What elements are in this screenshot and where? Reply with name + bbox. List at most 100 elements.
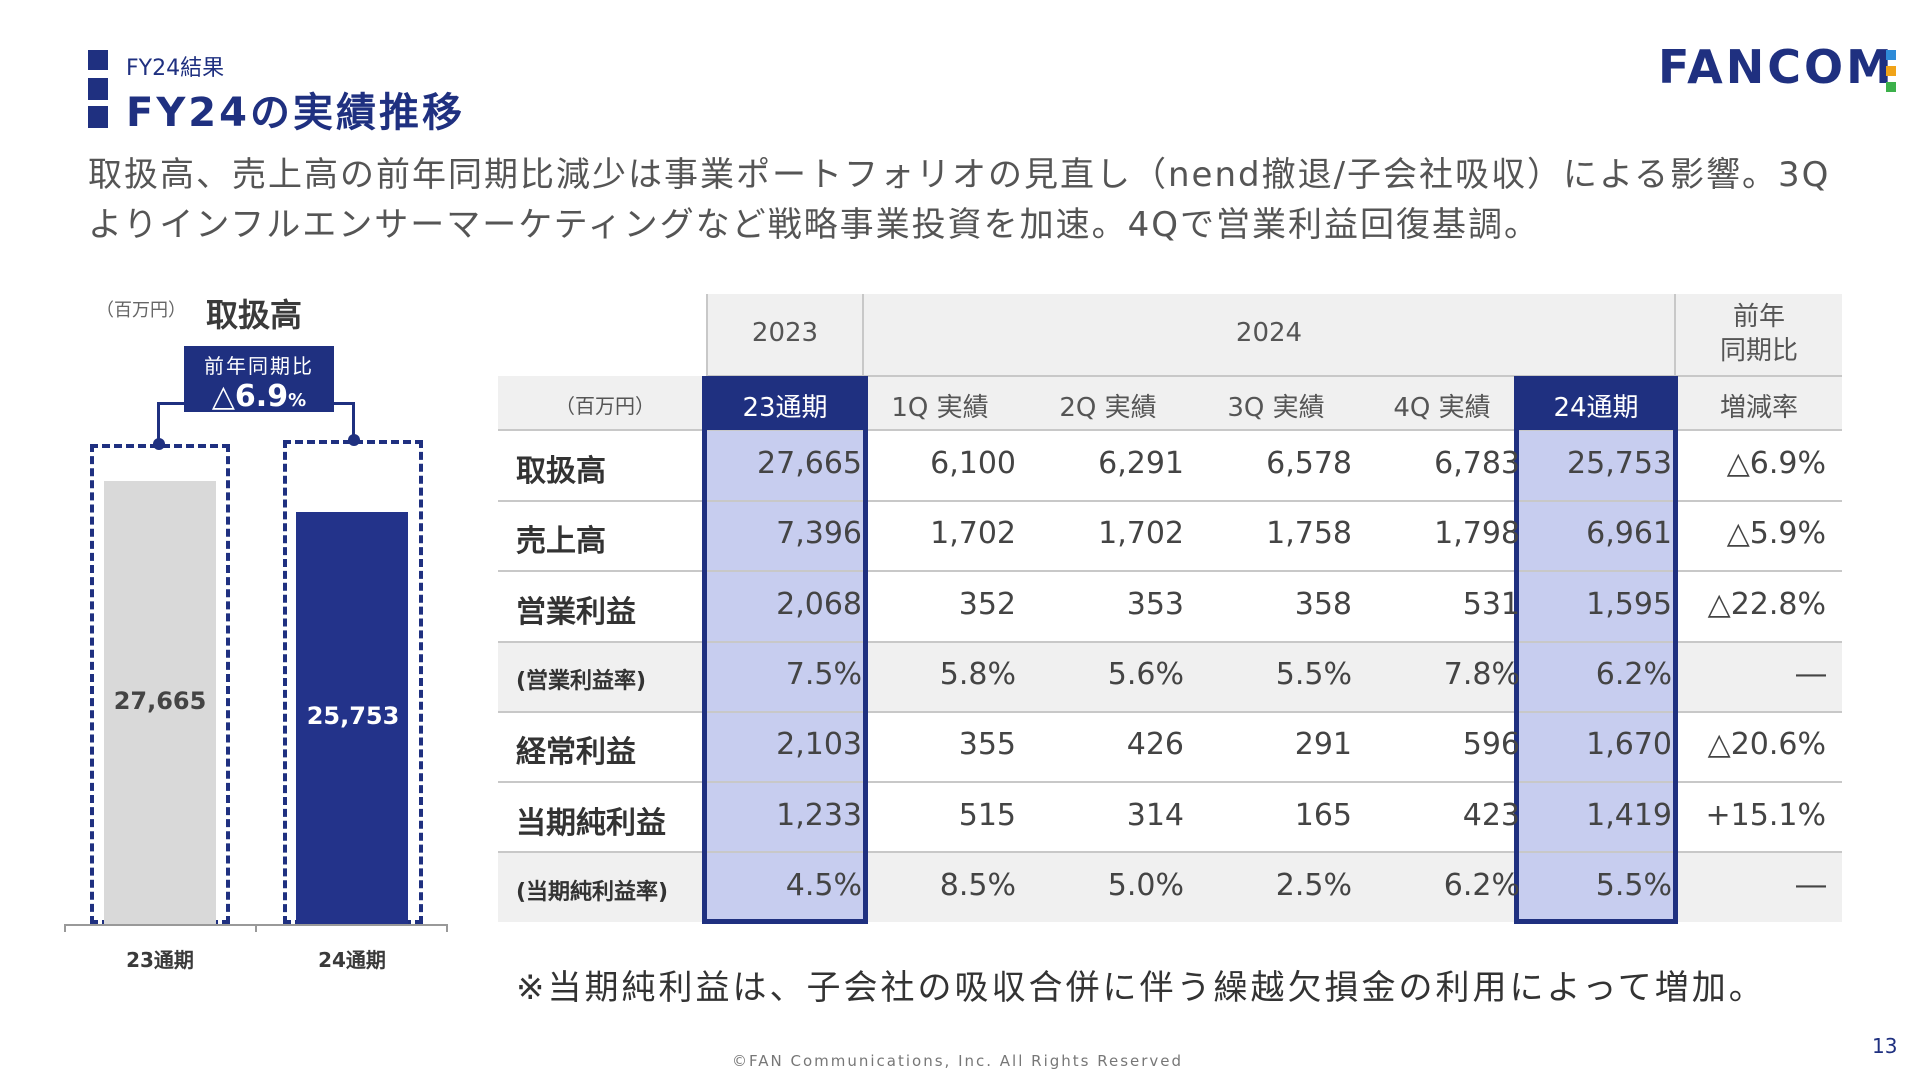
bar-value-label: 25,753 xyxy=(306,702,400,730)
copyright: ©FAN Communications, Inc. All Rights Res… xyxy=(732,1052,1184,1070)
x-tick-label: 24通期 xyxy=(318,948,386,972)
table-divider xyxy=(708,375,1842,377)
table-cell: 1,419 xyxy=(1586,798,1672,833)
table-cell: 6,578 xyxy=(1266,446,1352,481)
col-header: 24通期 xyxy=(1553,393,1639,423)
table-cell: 291 xyxy=(1294,727,1352,762)
col-header: 4Q 実績 xyxy=(1393,393,1491,423)
row-label: 当期純利益 xyxy=(516,806,666,841)
col-header: 23通期 xyxy=(742,393,828,423)
chart-title: 取扱高 xyxy=(206,296,303,334)
company-logo: FANCOM xyxy=(1658,40,1895,94)
col-header: 2Q 実績 xyxy=(1059,393,1157,423)
x-axis-tick xyxy=(255,924,257,932)
table-cell: 1,702 xyxy=(930,516,1016,551)
table-vdivider xyxy=(1674,294,1676,376)
table-cell: △6.9% xyxy=(1726,446,1826,481)
table-cell: △20.6% xyxy=(1707,727,1826,762)
table-cell: 27,665 xyxy=(757,446,862,481)
col-header: 増減率 xyxy=(1719,393,1798,423)
logo-dot xyxy=(1886,82,1896,92)
table-cell: 5.5% xyxy=(1595,868,1672,903)
table-cell: 358 xyxy=(1294,587,1352,622)
table-cell: +15.1% xyxy=(1705,798,1826,833)
col-header: 1Q 実績 xyxy=(891,393,989,423)
bar-23-full-year xyxy=(104,481,216,924)
yoy-label: 前年同期比 xyxy=(204,354,314,378)
table-cell: ― xyxy=(1796,868,1826,903)
table-unit-label: （百万円） xyxy=(555,394,655,418)
table-cell: 7.5% xyxy=(785,657,862,692)
group-header-2023: 2023 xyxy=(751,318,819,348)
highlight-col-2024 xyxy=(1518,430,1674,922)
table-cell: 355 xyxy=(958,727,1016,762)
table-cell: 426 xyxy=(1126,727,1184,762)
table-cell: 1,798 xyxy=(1434,516,1520,551)
table-cell: 515 xyxy=(958,798,1016,833)
table-cell: △22.8% xyxy=(1707,587,1826,622)
row-label: (営業利益率) xyxy=(516,669,647,694)
table-cell: 5.6% xyxy=(1107,657,1184,692)
page-number: 13 xyxy=(1872,1034,1898,1058)
table-cell: 5.5% xyxy=(1275,657,1352,692)
table-divider xyxy=(498,641,1842,643)
connector-line xyxy=(330,402,355,405)
accent-square xyxy=(88,50,108,70)
bar-24-full-year xyxy=(296,512,408,924)
header-cell-2024-fy xyxy=(1514,376,1678,430)
group-header-yoy: 前年 同期比 xyxy=(1719,302,1798,366)
table-divider xyxy=(498,500,1842,502)
row-label: 営業利益 xyxy=(516,595,636,630)
header-cell-2023-fy xyxy=(702,376,868,430)
highlight-col-2023 xyxy=(706,430,864,922)
table-cell: 4.5% xyxy=(785,868,862,903)
table-cell: 1,233 xyxy=(776,798,862,833)
logo-dot xyxy=(1886,66,1896,76)
table-cell: 6,291 xyxy=(1098,446,1184,481)
table-divider xyxy=(498,711,1842,713)
table-cell: 5.0% xyxy=(1107,868,1184,903)
table-divider xyxy=(498,570,1842,572)
table-cell: 314 xyxy=(1126,798,1184,833)
connector-line xyxy=(157,402,160,444)
table-vdivider xyxy=(862,294,864,376)
row-label: 売上高 xyxy=(516,524,606,559)
table-cell: 531 xyxy=(1462,587,1520,622)
table-cell: 7,396 xyxy=(776,516,862,551)
table-cell: 596 xyxy=(1462,727,1520,762)
table-cell: 8.5% xyxy=(939,868,1016,903)
logo-dots xyxy=(1886,50,1896,98)
table-cell: 165 xyxy=(1294,798,1352,833)
row-label: (当期純利益率) xyxy=(516,880,669,905)
table-divider xyxy=(498,851,1842,853)
table-cell: 7.8% xyxy=(1443,657,1520,692)
table-cell: 5.8% xyxy=(939,657,1016,692)
table-cell: 1,670 xyxy=(1586,727,1672,762)
table-cell: 353 xyxy=(1126,587,1184,622)
table-cell: 1,702 xyxy=(1098,516,1184,551)
yoy-value: △6.9% xyxy=(211,379,307,414)
table-cell: 2,068 xyxy=(776,587,862,622)
group-header-2024: 2024 xyxy=(1235,318,1303,348)
headline-text: 取扱高、売上高の前年同期比減少は事業ポートフォリオの見直し（nend撤退/子会社… xyxy=(88,155,1831,245)
yoy-badge: 前年同期比 △6.9% xyxy=(184,346,334,414)
table-cell: △5.9% xyxy=(1726,516,1826,551)
table-cell: 1,758 xyxy=(1266,516,1352,551)
table-cell: 25,753 xyxy=(1567,446,1672,481)
table-cell: 6.2% xyxy=(1595,657,1672,692)
table-cell: 2.5% xyxy=(1275,868,1352,903)
accent-square xyxy=(88,78,108,100)
row-label: 取扱高 xyxy=(516,454,606,489)
table-cell: 6,100 xyxy=(930,446,1016,481)
table-divider xyxy=(498,781,1842,783)
table-cell: 352 xyxy=(958,587,1016,622)
row-label: 経常利益 xyxy=(516,735,636,770)
accent-square xyxy=(88,106,108,128)
connector-line xyxy=(157,402,187,405)
logo-dot xyxy=(1886,50,1896,60)
x-tick-label: 23通期 xyxy=(126,948,194,972)
table-cell: 6,961 xyxy=(1586,516,1672,551)
col-header: 3Q 実績 xyxy=(1227,393,1325,423)
table-cell: 2,103 xyxy=(776,727,862,762)
chart-unit-label: （百万円） xyxy=(96,300,186,321)
